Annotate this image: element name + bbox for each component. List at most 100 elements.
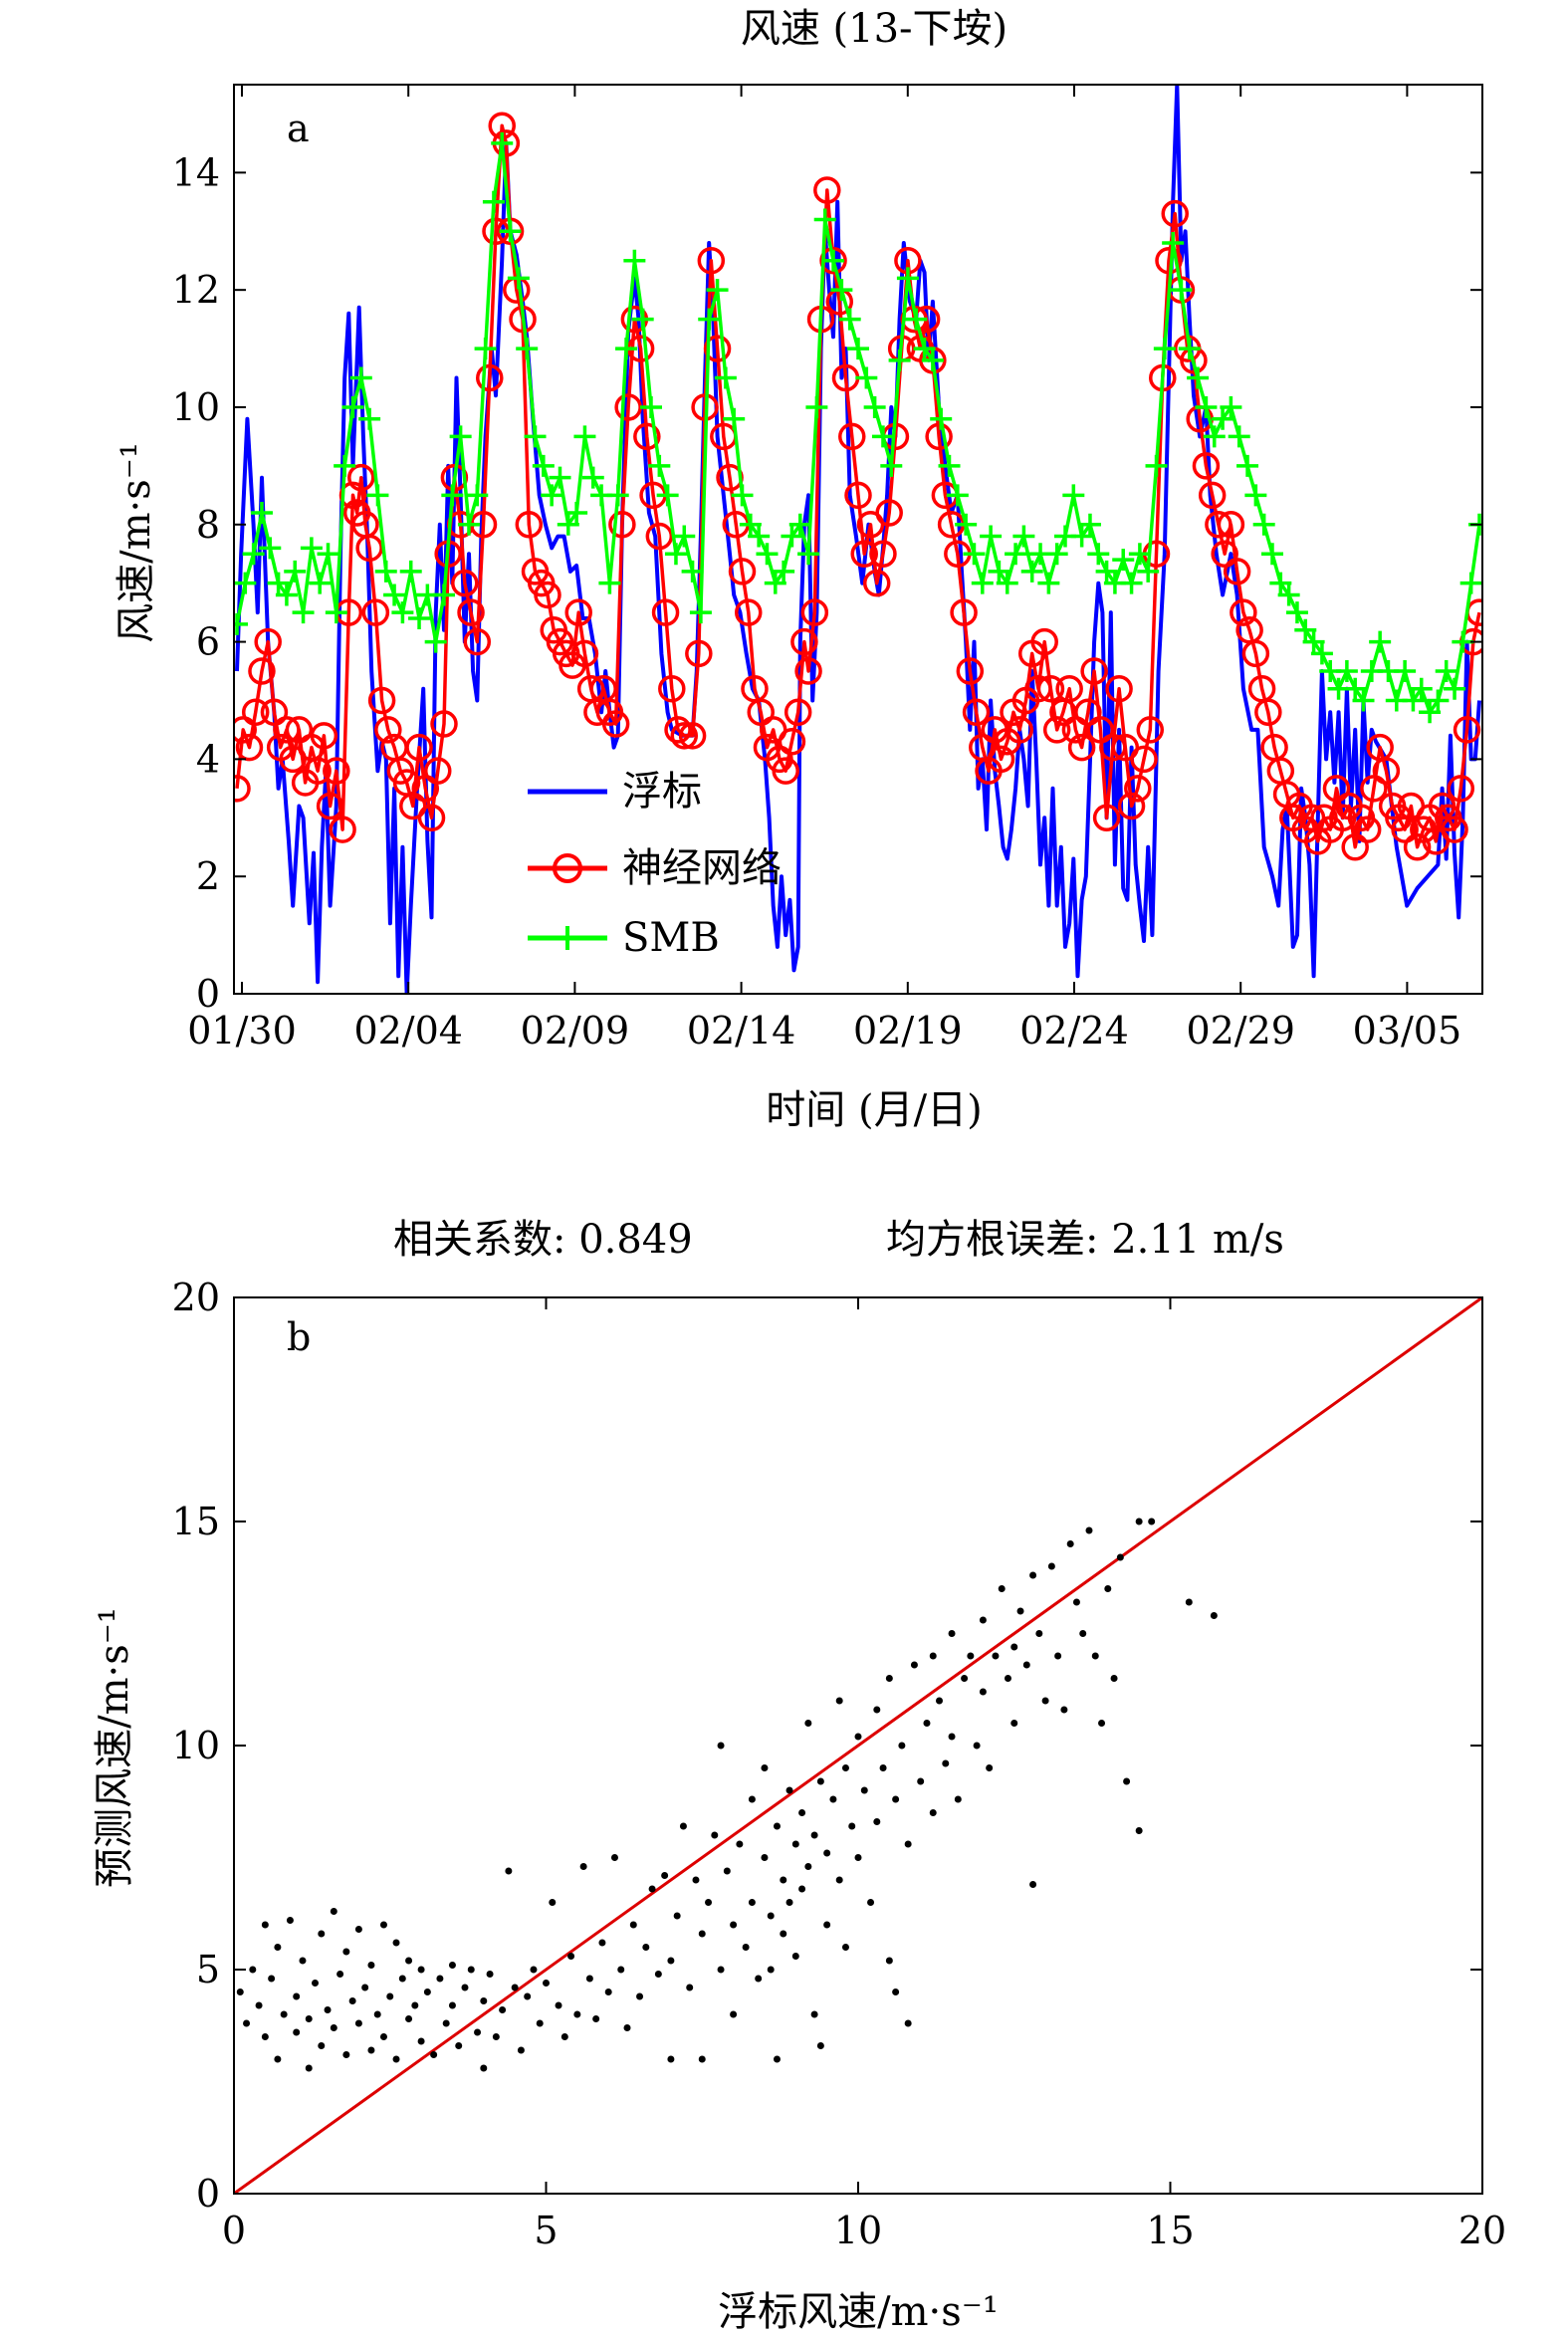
panel-a-legend: 浮标 神经网络 SMB	[528, 769, 782, 961]
panel-b-scatter: 相关系数: 0.849 均方根误差: 2.11 m/s 0 5 10 15 20 0 5 1…	[92, 1217, 1506, 2335]
series-marker	[731, 484, 754, 507]
series-marker	[996, 572, 1018, 594]
series-marker	[541, 484, 563, 507]
series-marker	[706, 279, 729, 302]
scatter-point	[354, 1926, 362, 1933]
scatter-point	[1079, 1630, 1087, 1637]
series-marker	[355, 534, 383, 563]
scatter-point	[511, 1984, 519, 1991]
scatter-point	[442, 2019, 450, 2027]
scatter-point	[342, 2051, 350, 2058]
series-marker	[794, 657, 822, 685]
series-marker	[1037, 572, 1060, 594]
series-marker	[1403, 832, 1432, 861]
scatter-point	[730, 1921, 738, 1929]
panel-b-y-axis-title: 预测风速/m·s⁻¹	[92, 1607, 137, 1888]
panel-a-y-axis-title: 风速/m·s⁻¹	[113, 442, 159, 643]
scatter-point	[673, 1912, 681, 1920]
panel-a-x-axis: 01/30 02/04 02/09 02/14 02/19 02/24 02/29 03/05	[187, 85, 1461, 1053]
series-marker	[946, 484, 969, 507]
panel-b-y-axis: 0 5 10 15 20	[172, 1276, 1482, 2216]
series-marker	[778, 727, 806, 756]
scatter-point	[423, 1989, 431, 1995]
series-marker	[457, 513, 480, 536]
scatter-point	[249, 1966, 257, 1974]
series-marker	[1277, 584, 1300, 606]
series-marker	[797, 543, 820, 566]
scatter-point	[661, 1872, 669, 1879]
scatter-point	[1135, 1827, 1143, 1834]
scatter-point	[623, 2024, 631, 2031]
scatter-point	[892, 1989, 900, 1995]
series-marker	[640, 395, 662, 418]
series-marker	[838, 422, 866, 451]
series-marker	[822, 249, 845, 272]
series-marker	[1161, 199, 1189, 228]
series-marker	[457, 598, 485, 626]
scatter-point	[1185, 1598, 1193, 1606]
scatter-point	[417, 1966, 425, 1974]
scatter-point	[373, 2010, 381, 2018]
scatter-point	[312, 1980, 320, 1987]
scatter-point	[854, 1733, 862, 1741]
series-marker	[673, 525, 696, 548]
series-marker	[499, 220, 522, 243]
series-marker	[781, 525, 803, 548]
series-marker	[361, 598, 390, 626]
series-marker	[938, 454, 961, 477]
scatter-point	[816, 2042, 824, 2049]
scatter-point	[480, 1997, 488, 2004]
scatter-point	[486, 1971, 494, 1978]
scatter-point	[948, 1733, 956, 1741]
scatter-point	[892, 1795, 900, 1803]
scatter-point	[929, 1652, 937, 1660]
series-marker	[772, 757, 799, 785]
series-marker	[341, 395, 364, 418]
series-marker	[1080, 657, 1108, 685]
series-marker	[1187, 366, 1210, 389]
scatter-point	[293, 1992, 301, 2000]
series-marker	[1217, 511, 1245, 539]
scatter-point	[648, 1885, 656, 1893]
scatter-point	[261, 2033, 269, 2040]
scatter-point	[305, 2015, 313, 2022]
series-marker	[1441, 816, 1468, 843]
series-marker	[703, 335, 732, 362]
scatter-point	[1010, 1643, 1018, 1651]
panel-a-y-tick-label: 2	[196, 854, 220, 898]
series-marker	[1453, 716, 1481, 744]
series-marker	[678, 722, 707, 750]
scatter-point	[386, 1992, 394, 2000]
scatter-point	[823, 1849, 831, 1857]
scatter-point	[967, 1652, 975, 1660]
scatter-point	[667, 1957, 675, 1965]
scatter-point	[261, 1921, 269, 1929]
series-marker	[1344, 677, 1367, 700]
scatter-point	[773, 2055, 781, 2063]
legend-label-neural-net: 神经网络	[622, 845, 782, 891]
panel-a-y-tick-label: 12	[172, 268, 220, 312]
scatter-point	[1022, 1661, 1030, 1669]
scatter-point	[679, 1822, 687, 1830]
scatter-point	[755, 1975, 763, 1983]
scatter-point	[698, 2055, 706, 2063]
series-marker	[1042, 716, 1071, 744]
series-marker	[573, 425, 596, 448]
series-marker	[329, 816, 356, 843]
scatter-point	[1054, 1652, 1062, 1660]
scatter-point	[698, 1930, 706, 1938]
scatter-point	[848, 1822, 856, 1830]
series-marker	[449, 425, 472, 448]
scatter-point	[1135, 1518, 1143, 1525]
series-marker	[347, 463, 375, 492]
series-marker	[855, 366, 878, 389]
scatter-point	[1116, 1553, 1124, 1561]
scatter-point	[305, 2064, 313, 2072]
scatter-point	[780, 1876, 787, 1884]
series-marker	[880, 454, 903, 477]
scatter-point	[885, 1675, 893, 1682]
series-marker	[847, 338, 869, 360]
scatter-point	[268, 1975, 276, 1983]
scatter-point	[1210, 1612, 1218, 1619]
scatter-point	[692, 1876, 700, 1884]
